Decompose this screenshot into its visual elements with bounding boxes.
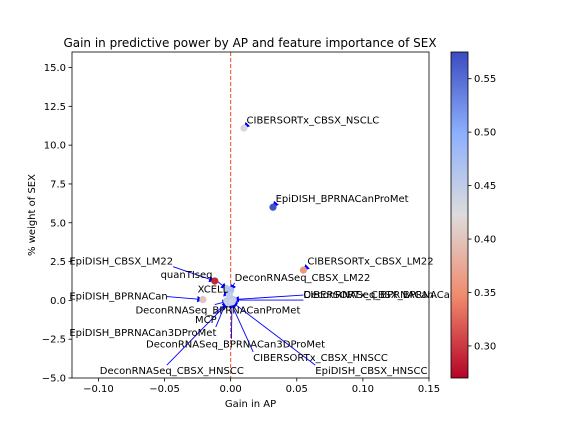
point-label: CIBERSORTx_CBSX_BPRNACan: [303, 290, 456, 301]
point-label: CIBERSORTx_CBSX_LM22: [307, 257, 433, 268]
colorbar-tick-label: 0.55: [474, 74, 496, 85]
colorbar-tick-label: 0.30: [474, 341, 496, 352]
colorbar-tick-label: 0.40: [474, 235, 496, 246]
point-label: EpiDISH_BPRNACanProMet: [276, 194, 409, 205]
point-label: EpiDISH_CBSX_LM22: [69, 257, 173, 268]
colorbar-tick-label: 0.45: [474, 181, 496, 192]
point-label: DeconRNASeq_CBSX_HNSCC: [100, 366, 244, 377]
annotation-labels: CIBERSORTx_CBSX_NSCLC EpiDISH_BPRNACanPro…: [69, 115, 456, 377]
annotation-arrow: [232, 294, 304, 303]
point-label: DeconRNASeq_BPRNACan3DProMet: [146, 340, 325, 351]
data-points: [199, 124, 307, 307]
x-tick-label: 0.05: [286, 384, 308, 395]
x-axis-label: Gain in AP: [225, 399, 276, 410]
x-axis-ticks: −0.10 −0.05 0.00 0.05 0.10 0.15: [83, 378, 440, 395]
y-tick-label: 7.5: [50, 179, 66, 190]
point-label: CIBERSORTx_CBSX_NSCLC: [247, 115, 380, 126]
plot-frame: [71, 51, 430, 379]
colorbar-ticks: 0.30 0.35 0.40 0.45 0.50 0.55: [468, 74, 496, 352]
data-point: [240, 124, 248, 132]
colorbar: [450, 51, 469, 379]
chart-title: Gain in predictive power by AP and featu…: [63, 36, 436, 50]
annotation-arrow: [166, 302, 229, 366]
y-tick-label: −2.5: [42, 335, 66, 346]
annotation-arrow: [172, 266, 216, 283]
point-label: MCP: [195, 315, 217, 326]
x-tick-label: −0.10: [83, 384, 114, 395]
colorbar-tick-label: 0.35: [474, 288, 496, 299]
y-tick-label: 5.0: [50, 218, 66, 229]
annotation-arrow: [230, 301, 254, 353]
y-tick-label: −5.0: [42, 374, 66, 385]
y-tick-label: 2.5: [50, 257, 66, 268]
annotation-arrow: [166, 295, 204, 303]
point-label: XCELL: [198, 285, 229, 296]
point-label: EpiDISH_BPRNACan3DProMet: [69, 328, 216, 339]
x-tick-label: 0.00: [220, 384, 242, 395]
data-point: [269, 203, 277, 211]
point-label: EpiDISH_CBSX_HNSCC: [315, 366, 427, 377]
y-tick-label: 10.0: [44, 141, 66, 152]
x-tick-label: −0.05: [149, 384, 180, 395]
data-point: [199, 296, 207, 304]
plot-area: [72, 52, 429, 378]
y-tick-label: 0.0: [50, 296, 66, 307]
y-axis-label: % weight of SEX: [27, 174, 38, 256]
y-tick-label: 12.5: [44, 102, 66, 113]
x-tick-label: 0.10: [352, 384, 374, 395]
point-label: EpiDISH_BPRNACan: [69, 292, 167, 303]
colorbar-tick-label: 0.50: [474, 128, 496, 139]
data-point: [299, 266, 307, 274]
data-point: [228, 298, 236, 306]
y-axis-ticks: −5.0 −2.5 0.0 2.5 5.0 7.5 10.0 12.5 15.0: [42, 63, 72, 385]
point-label: DeconRNASeq_BPRNACan: [303, 290, 433, 301]
data-point: [211, 277, 219, 285]
point-label: DeconRNASeq_BPRNACanProMet: [135, 306, 300, 317]
point-label: quanTIseq: [161, 270, 213, 281]
point-label: DeconRNASeq_CBSX_LM22: [235, 273, 371, 284]
point-label: CIBERSORTx_CBSX_HNSCC: [253, 353, 388, 364]
x-tick-label: 0.15: [418, 384, 440, 395]
annotation-arrow: [231, 301, 316, 366]
y-tick-label: 15.0: [44, 63, 66, 74]
